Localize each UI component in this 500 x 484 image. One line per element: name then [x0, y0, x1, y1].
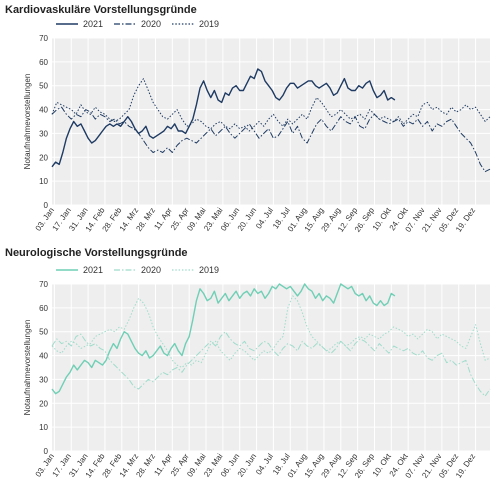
legend-label: 2020 [141, 19, 161, 29]
y-axis-label: Notaufnahmevorstellungen [23, 74, 32, 170]
legend-label: 2020 [141, 265, 161, 275]
y-tick-label: 0 [44, 447, 49, 456]
series-line-2020 [51, 331, 491, 397]
chart-title: Kardiovaskuläre Vorstellungsgründe [5, 4, 197, 16]
y-axis-label: Notaufnahmevorstellungen [23, 320, 32, 416]
series-line-2021 [51, 68, 396, 168]
series-line-2019 [51, 295, 491, 368]
legend-label: 2019 [199, 19, 219, 29]
y-tick-label: 30 [39, 129, 48, 138]
y-tick-label: 20 [39, 153, 48, 162]
y-tick-label: 10 [39, 177, 48, 186]
y-tick-label: 40 [39, 352, 48, 361]
y-tick-label: 70 [39, 34, 48, 43]
y-tick-label: 60 [39, 304, 48, 313]
y-tick-label: 30 [39, 375, 48, 384]
y-tick-label: 50 [39, 328, 48, 337]
y-tick-label: 50 [39, 82, 48, 91]
series-line-2021 [51, 283, 396, 395]
legend-label: 2019 [199, 265, 219, 275]
plot-area [52, 284, 490, 451]
legend-label: 2021 [83, 265, 103, 275]
series-line-2020 [51, 106, 491, 173]
y-tick-label: 0 [44, 201, 49, 210]
y-tick-label: 60 [39, 58, 48, 67]
plot-area [52, 38, 490, 205]
y-tick-label: 10 [39, 423, 48, 432]
chart-title: Neurologische Vorstellungsgründe [5, 247, 188, 259]
series-line-2019 [51, 78, 491, 132]
y-tick-label: 20 [39, 399, 48, 408]
legend-label: 2021 [83, 19, 103, 29]
y-tick-label: 40 [39, 106, 48, 115]
y-tick-label: 70 [39, 280, 48, 289]
